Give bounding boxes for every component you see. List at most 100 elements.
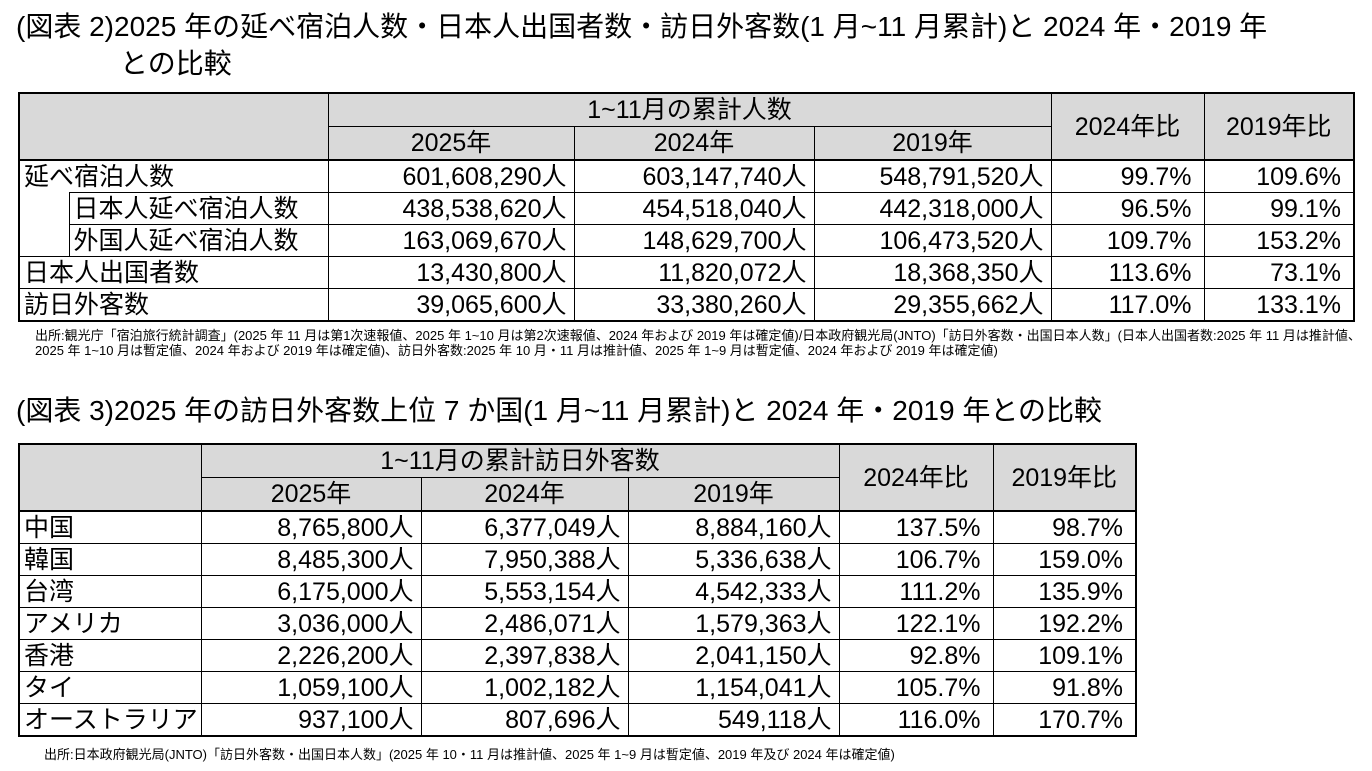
value-2024: 148,629,700人 xyxy=(573,224,815,257)
value-2025: 39,065,600人 xyxy=(327,288,575,322)
ratio-2019: 153.2% xyxy=(1203,224,1355,257)
figure2-title-line2: との比較 xyxy=(120,48,232,79)
col-header-ratio-2024: 2024年比 xyxy=(1050,92,1205,161)
row-label: タイ xyxy=(18,671,202,704)
ratio-2019: 91.8% xyxy=(992,671,1137,704)
value-2025: 2,226,200人 xyxy=(200,639,422,672)
row-label: 訪日外客数 xyxy=(18,288,329,322)
table-row: 韓国 8,485,300人 7,950,388人 5,336,638人 106.… xyxy=(18,543,1137,576)
value-2019: 18,368,350人 xyxy=(813,256,1052,289)
row-label: アメリカ xyxy=(18,607,202,640)
value-2019: 549,118人 xyxy=(627,703,840,737)
table-row: 外国人延べ宿泊人数 163,069,670人 148,629,700人 106,… xyxy=(19,224,1355,257)
table-row: 香港 2,226,200人 2,397,838人 2,041,150人 92.8… xyxy=(18,639,1137,672)
value-2025: 6,175,000人 xyxy=(200,575,422,608)
value-2025: 3,036,000人 xyxy=(200,607,422,640)
row-label: 香港 xyxy=(18,639,202,672)
header-row-2: 2025年 2024年 2019年 xyxy=(19,477,1136,512)
ratio-2024: 111.2% xyxy=(838,575,994,608)
table-row: タイ 1,059,100人 1,002,182人 1,154,041人 105.… xyxy=(18,671,1137,704)
ratio-2019: 73.1% xyxy=(1203,256,1355,289)
value-2024: 33,380,260人 xyxy=(573,288,815,322)
ratio-2024: 92.8% xyxy=(838,639,994,672)
value-2025: 1,059,100人 xyxy=(200,671,422,704)
figure2-title-line1: (図表 2)2025 年の延べ宿泊人数・日本人出国者数・訪日外客数(1 月~11… xyxy=(16,11,1268,42)
value-2024: 454,518,040人 xyxy=(573,192,815,225)
row-label: 日本人延べ宿泊人数 xyxy=(68,192,329,225)
value-2019: 5,336,638人 xyxy=(627,543,840,576)
corner-cell xyxy=(18,443,202,512)
value-2025: 163,069,670人 xyxy=(327,224,575,257)
value-2019: 29,355,662人 xyxy=(813,288,1052,322)
header-row-1: 1~11月の累計訪日外客数 2024年比 2019年比 xyxy=(18,443,1137,512)
row-label: 日本人出国者数 xyxy=(18,256,329,289)
figure2-table: 1~11月の累計人数 2024年比 2019年比 2025年 2024年 201… xyxy=(18,92,1355,322)
value-2025: 937,100人 xyxy=(200,703,422,737)
ratio-2019: 159.0% xyxy=(992,543,1137,576)
row-label: オーストラリア xyxy=(18,703,202,737)
ratio-2024: 105.7% xyxy=(838,671,994,704)
col-header-2024: 2024年 xyxy=(420,477,629,512)
row-label: 中国 xyxy=(18,510,202,544)
ratio-2019: 99.1% xyxy=(1203,192,1355,225)
value-2025: 438,538,620人 xyxy=(327,192,575,225)
table-row: 日本人延べ宿泊人数 438,538,620人 454,518,040人 442,… xyxy=(18,192,1355,257)
value-2019: 8,884,160人 xyxy=(627,510,840,544)
value-2025: 601,608,290人 xyxy=(327,159,575,193)
ratio-2024: 113.6% xyxy=(1050,256,1205,289)
table-row: 延べ宿泊人数 601,608,290人 603,147,740人 548,791… xyxy=(18,159,1355,193)
value-2025: 13,430,800人 xyxy=(327,256,575,289)
corner-cell xyxy=(18,92,329,161)
value-2025: 8,485,300人 xyxy=(200,543,422,576)
figure3-table: 1~11月の累計訪日外客数 2024年比 2019年比 2025年 2024年 … xyxy=(18,443,1137,737)
value-2024: 5,553,154人 xyxy=(420,575,629,608)
table-row: 台湾 6,175,000人 5,553,154人 4,542,333人 111.… xyxy=(18,575,1137,608)
value-2019: 4,542,333人 xyxy=(627,575,840,608)
value-2024: 2,486,071人 xyxy=(420,607,629,640)
value-2024: 1,002,182人 xyxy=(420,671,629,704)
col-header-2019: 2019年 xyxy=(813,126,1052,161)
value-2019: 2,041,150人 xyxy=(627,639,840,672)
ratio-2024: 109.7% xyxy=(1050,224,1205,257)
ratio-2019: 170.7% xyxy=(992,703,1137,737)
row-label: 韓国 xyxy=(18,543,202,576)
figure2-source-note: 出所:観光庁「宿泊旅行統計調査」(2025 年 11 月は第1次速報値、2025… xyxy=(35,328,1361,358)
value-2024: 603,147,740人 xyxy=(573,159,815,193)
group-header: 1~11月の累計人数 xyxy=(327,92,1052,127)
col-header-2025: 2025年 xyxy=(327,126,575,161)
row-label: 外国人延べ宿泊人数 xyxy=(68,224,329,257)
ratio-2019: 135.9% xyxy=(992,575,1137,608)
header-row-2: 2025年 2024年 2019年 xyxy=(19,126,1354,161)
value-2025: 8,765,800人 xyxy=(200,510,422,544)
ratio-2024: 117.0% xyxy=(1050,288,1205,322)
col-header-2019: 2019年 xyxy=(627,477,840,512)
col-header-2024: 2024年 xyxy=(573,126,815,161)
value-2024: 11,820,072人 xyxy=(573,256,815,289)
figure2-title: (図表 2)2025 年の延べ宿泊人数・日本人出国者数・訪日外客数(1 月~11… xyxy=(16,8,1372,82)
figure3-source-note: 出所:日本政府観光局(JNTO)「訪日外客数・出国日本人数」(2025 年 10… xyxy=(44,747,895,762)
header-row-1: 1~11月の累計人数 2024年比 2019年比 xyxy=(18,92,1355,161)
value-2019: 442,318,000人 xyxy=(813,192,1052,225)
value-2019: 1,154,041人 xyxy=(627,671,840,704)
table-row: 訪日外客数 39,065,600人 33,380,260人 29,355,662… xyxy=(18,288,1355,322)
col-header-2025: 2025年 xyxy=(200,477,422,512)
ratio-2024: 99.7% xyxy=(1050,159,1205,193)
ratio-2019: 192.2% xyxy=(992,607,1137,640)
col-header-ratio-2019: 2019年比 xyxy=(992,443,1137,512)
ratio-2024: 96.5% xyxy=(1050,192,1205,225)
value-2019: 106,473,520人 xyxy=(813,224,1052,257)
table-row: オーストラリア 937,100人 807,696人 549,118人 116.0… xyxy=(18,703,1137,737)
ratio-2019: 109.1% xyxy=(992,639,1137,672)
ratio-2024: 122.1% xyxy=(838,607,994,640)
group-header: 1~11月の累計訪日外客数 xyxy=(200,443,840,478)
ratio-2024: 137.5% xyxy=(838,510,994,544)
table-row: アメリカ 3,036,000人 2,486,071人 1,579,363人 12… xyxy=(18,607,1137,640)
row-label: 延べ宿泊人数 xyxy=(18,159,329,193)
value-2024: 6,377,049人 xyxy=(420,510,629,544)
value-2024: 807,696人 xyxy=(420,703,629,737)
value-2024: 7,950,388人 xyxy=(420,543,629,576)
indent-spacer xyxy=(18,192,70,257)
table-row: 日本人出国者数 13,430,800人 11,820,072人 18,368,3… xyxy=(18,256,1355,289)
col-header-ratio-2024: 2024年比 xyxy=(838,443,994,512)
